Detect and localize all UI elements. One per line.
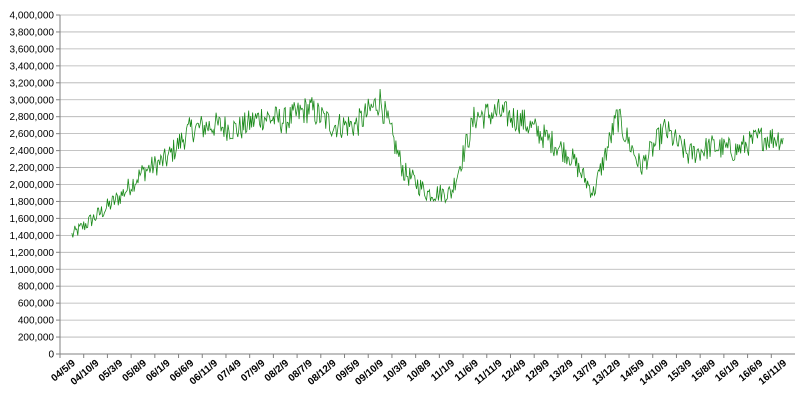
x-tick-label: 15/3/9 xyxy=(666,358,695,385)
y-tick-label: 400,000 xyxy=(18,316,55,327)
y-tick-label: 600,000 xyxy=(18,299,55,310)
y-tick-label: 800,000 xyxy=(18,282,55,293)
x-tick-label: 07/4/9 xyxy=(215,358,244,385)
y-tick-label: 1,800,000 xyxy=(10,197,55,208)
y-tick-label: 3,600,000 xyxy=(10,44,55,55)
x-tick-label: 13/2/9 xyxy=(547,358,576,385)
y-tick-label: 1,000,000 xyxy=(10,265,55,276)
y-tick-label: 1,200,000 xyxy=(10,248,55,259)
x-tick-label: 07/9/9 xyxy=(239,358,268,385)
x-tick-label: 12/9/9 xyxy=(524,358,553,385)
y-tick-label: 0 xyxy=(48,350,54,361)
y-tick-label: 3,800,000 xyxy=(10,27,55,38)
x-tick-label: 16/1/9 xyxy=(713,358,742,385)
x-tick-label: 15/8/9 xyxy=(690,358,719,385)
y-tick-label: 4,000,000 xyxy=(10,11,55,22)
y-tick-label: 3,200,000 xyxy=(10,78,55,89)
x-tick-label: 05/3/9 xyxy=(97,358,126,385)
x-tick-label: 11/11/9 xyxy=(473,358,505,387)
y-tick-label: 2,000,000 xyxy=(10,180,55,191)
y-tick-label: 3,000,000 xyxy=(10,95,55,106)
x-tick-label: 11/1/9 xyxy=(429,358,457,384)
x-tick-label: 10/8/9 xyxy=(405,358,434,385)
y-tick-label: 1,600,000 xyxy=(10,214,55,225)
y-tick-label: 1,400,000 xyxy=(10,231,55,242)
y-axis-tick-labels: 4,000,000 3,800,000 3,600,000 3,400,000 3,20… xyxy=(10,11,55,361)
x-tick-label: 05/8/9 xyxy=(121,358,150,385)
x-axis-tick-labels: 04/5/904/10/905/3/905/8/906/1/906/6/906/… xyxy=(49,354,789,388)
x-tick-label: 06/1/9 xyxy=(144,358,173,385)
gridlines xyxy=(56,14,795,355)
x-tick-label: 08/2/9 xyxy=(263,358,292,385)
y-tick-label: 2,200,000 xyxy=(10,163,55,174)
y-tick-label: 2,800,000 xyxy=(10,112,55,123)
x-tick-label: 12/4/9 xyxy=(500,358,529,385)
series-line xyxy=(71,88,784,238)
x-tick-label: 10/3/9 xyxy=(381,358,410,385)
y-tick-label: 2,600,000 xyxy=(10,129,55,140)
y-tick-label: 3,400,000 xyxy=(10,61,55,72)
y-tick-label: 200,000 xyxy=(18,333,55,344)
y-tick-label: 2,400,000 xyxy=(10,146,55,157)
